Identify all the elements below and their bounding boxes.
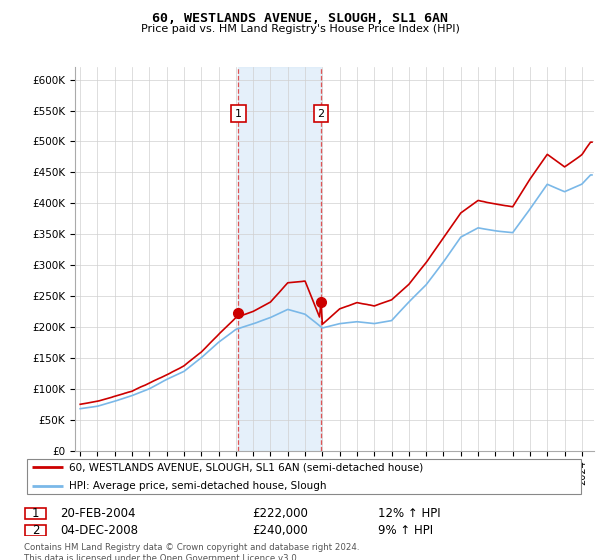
Text: 1: 1 bbox=[235, 109, 242, 119]
Text: 04-DEC-2008: 04-DEC-2008 bbox=[60, 524, 138, 537]
Text: Contains HM Land Registry data © Crown copyright and database right 2024.
This d: Contains HM Land Registry data © Crown c… bbox=[24, 543, 359, 560]
Text: HPI: Average price, semi-detached house, Slough: HPI: Average price, semi-detached house,… bbox=[69, 481, 326, 491]
Text: 2: 2 bbox=[32, 524, 39, 537]
Text: 60, WESTLANDS AVENUE, SLOUGH, SL1 6AN: 60, WESTLANDS AVENUE, SLOUGH, SL1 6AN bbox=[152, 12, 448, 25]
Text: 20-FEB-2004: 20-FEB-2004 bbox=[60, 507, 136, 520]
Text: £222,000: £222,000 bbox=[252, 507, 308, 520]
Bar bbox=[238, 67, 321, 451]
FancyBboxPatch shape bbox=[25, 508, 46, 519]
FancyBboxPatch shape bbox=[25, 525, 46, 536]
FancyBboxPatch shape bbox=[27, 459, 581, 494]
Text: 12% ↑ HPI: 12% ↑ HPI bbox=[378, 507, 440, 520]
Text: 1: 1 bbox=[32, 507, 39, 520]
Text: 2: 2 bbox=[317, 109, 325, 119]
Text: £240,000: £240,000 bbox=[252, 524, 308, 537]
Text: 9% ↑ HPI: 9% ↑ HPI bbox=[378, 524, 433, 537]
Text: 60, WESTLANDS AVENUE, SLOUGH, SL1 6AN (semi-detached house): 60, WESTLANDS AVENUE, SLOUGH, SL1 6AN (s… bbox=[69, 462, 423, 472]
Text: Price paid vs. HM Land Registry's House Price Index (HPI): Price paid vs. HM Land Registry's House … bbox=[140, 24, 460, 34]
